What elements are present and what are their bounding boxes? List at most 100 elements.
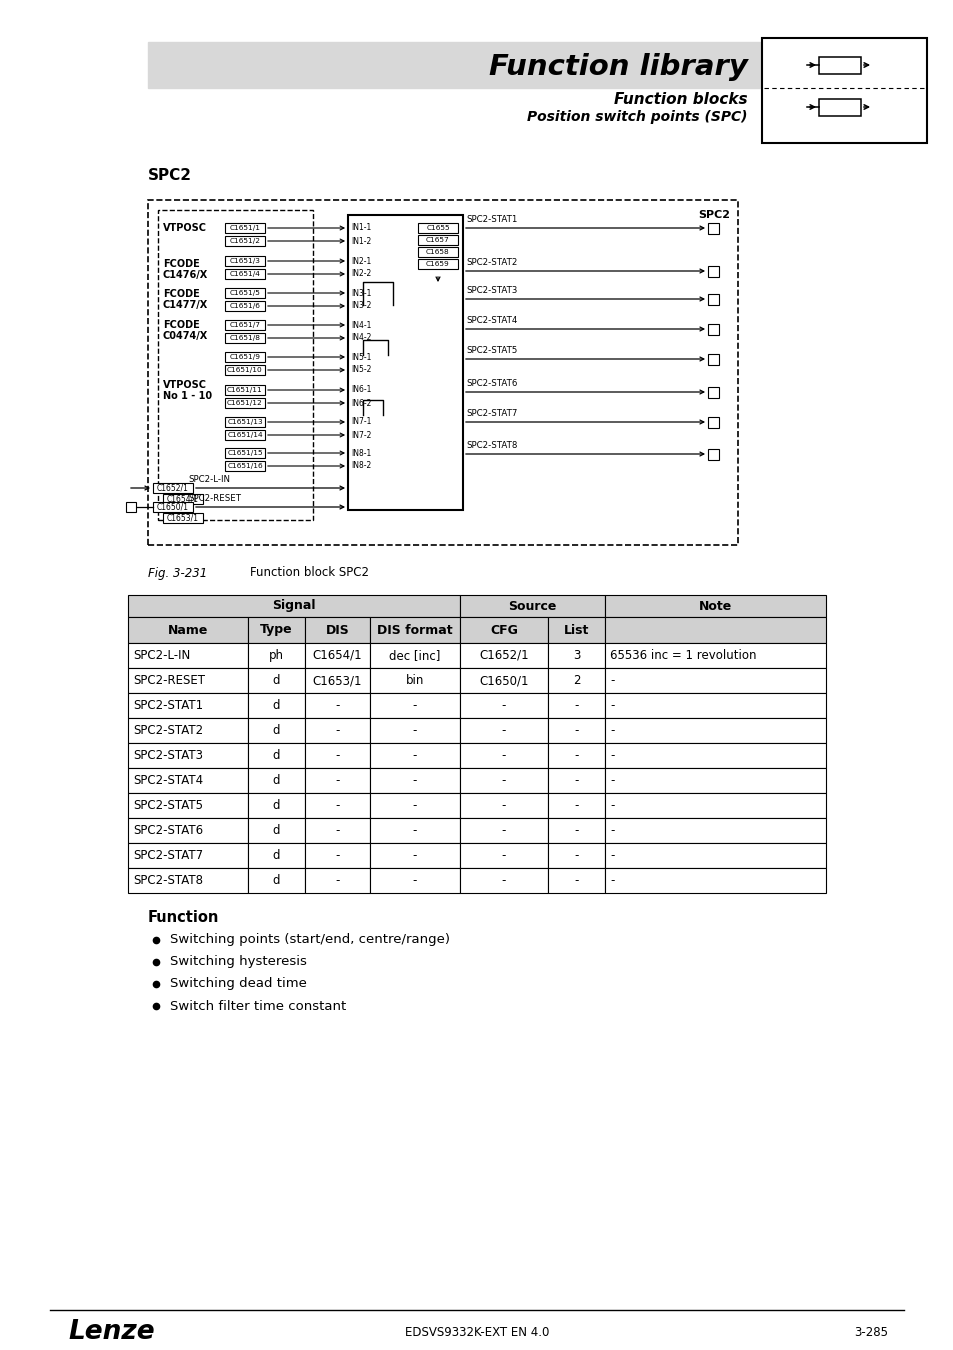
Text: SPC2-STAT5: SPC2-STAT5 bbox=[132, 799, 203, 811]
Bar bbox=[148, 200, 738, 545]
Bar bbox=[547, 792, 604, 818]
Text: bin: bin bbox=[405, 674, 424, 687]
Text: Lenze: Lenze bbox=[68, 1319, 154, 1345]
Text: C1652/1: C1652/1 bbox=[478, 649, 528, 662]
Text: Source: Source bbox=[508, 599, 557, 613]
Text: d: d bbox=[273, 774, 280, 787]
Bar bbox=[248, 868, 305, 892]
Text: -: - bbox=[501, 799, 506, 811]
Bar bbox=[128, 595, 459, 617]
Text: -: - bbox=[335, 849, 339, 863]
Text: -: - bbox=[574, 799, 578, 811]
Text: d: d bbox=[273, 699, 280, 711]
Text: -: - bbox=[413, 699, 416, 711]
Text: d: d bbox=[273, 873, 280, 887]
Text: C1651/16: C1651/16 bbox=[227, 463, 262, 468]
Text: Position switch points (SPC): Position switch points (SPC) bbox=[527, 109, 747, 124]
Text: -: - bbox=[609, 674, 614, 687]
Text: C1651/3: C1651/3 bbox=[230, 258, 260, 265]
Bar bbox=[248, 768, 305, 792]
Bar bbox=[707, 324, 719, 335]
Bar bbox=[459, 792, 547, 818]
Text: IN2-2: IN2-2 bbox=[351, 270, 371, 278]
Text: SPC2-STAT5: SPC2-STAT5 bbox=[465, 346, 517, 355]
Bar bbox=[148, 42, 877, 88]
Bar bbox=[126, 502, 136, 512]
Text: -: - bbox=[335, 873, 339, 887]
Text: C1476/X: C1476/X bbox=[163, 270, 208, 279]
Bar bbox=[163, 513, 203, 522]
Bar bbox=[248, 743, 305, 768]
Text: C1654/1: C1654/1 bbox=[167, 494, 199, 504]
Text: -: - bbox=[574, 849, 578, 863]
Bar bbox=[604, 842, 825, 868]
Bar bbox=[370, 868, 459, 892]
Text: -: - bbox=[574, 724, 578, 737]
Text: -: - bbox=[574, 699, 578, 711]
Bar bbox=[604, 643, 825, 668]
Text: ph: ph bbox=[269, 649, 284, 662]
Text: SPC2-RESET: SPC2-RESET bbox=[132, 674, 205, 687]
Text: d: d bbox=[273, 824, 280, 837]
Bar bbox=[459, 842, 547, 868]
Bar bbox=[459, 693, 547, 718]
Text: -: - bbox=[413, 749, 416, 761]
Text: C1651/1: C1651/1 bbox=[230, 225, 260, 231]
Text: C1651/7: C1651/7 bbox=[230, 323, 260, 328]
Bar bbox=[370, 792, 459, 818]
Text: IN5-1: IN5-1 bbox=[351, 352, 371, 362]
Text: IN1-2: IN1-2 bbox=[351, 236, 371, 246]
Text: C1477/X: C1477/X bbox=[163, 300, 208, 310]
Text: d: d bbox=[273, 799, 280, 811]
Text: Switch filter time constant: Switch filter time constant bbox=[170, 999, 346, 1012]
Bar bbox=[547, 693, 604, 718]
Text: Type: Type bbox=[260, 624, 293, 636]
Text: Note: Note bbox=[699, 599, 731, 613]
Text: 2: 2 bbox=[572, 674, 579, 687]
Bar bbox=[225, 364, 265, 375]
Text: SPC2-STAT4: SPC2-STAT4 bbox=[132, 774, 203, 787]
Bar bbox=[305, 842, 370, 868]
Text: FCODE: FCODE bbox=[163, 289, 199, 298]
Bar bbox=[128, 617, 248, 643]
Text: CFG: CFG bbox=[490, 624, 517, 636]
Bar bbox=[547, 818, 604, 842]
Text: SPC2-STAT6: SPC2-STAT6 bbox=[465, 379, 517, 387]
Text: IN7-2: IN7-2 bbox=[351, 431, 371, 440]
Bar bbox=[459, 643, 547, 668]
Bar bbox=[459, 868, 547, 892]
Text: SPC2-RESET: SPC2-RESET bbox=[188, 494, 241, 504]
Text: FCODE: FCODE bbox=[163, 320, 199, 329]
Bar bbox=[417, 247, 457, 256]
Text: -: - bbox=[501, 724, 506, 737]
Text: C1653/1: C1653/1 bbox=[313, 674, 362, 687]
Text: -: - bbox=[609, 799, 614, 811]
Text: 65536 inc = 1 revolution: 65536 inc = 1 revolution bbox=[609, 649, 756, 662]
Text: SPC2-STAT2: SPC2-STAT2 bbox=[132, 724, 203, 737]
Text: d: d bbox=[273, 749, 280, 761]
Bar bbox=[370, 768, 459, 792]
Text: -: - bbox=[609, 699, 614, 711]
Text: -: - bbox=[501, 849, 506, 863]
Text: IN8-1: IN8-1 bbox=[351, 448, 371, 458]
Bar bbox=[547, 718, 604, 743]
Text: Function block SPC2: Function block SPC2 bbox=[250, 567, 369, 579]
Bar bbox=[128, 743, 248, 768]
Bar bbox=[158, 211, 313, 520]
Bar bbox=[225, 288, 265, 298]
Text: -: - bbox=[335, 799, 339, 811]
Text: C1659: C1659 bbox=[426, 261, 450, 267]
Text: C1651/8: C1651/8 bbox=[230, 335, 260, 342]
Text: IN6-2: IN6-2 bbox=[351, 398, 371, 408]
Text: -: - bbox=[501, 774, 506, 787]
Text: SPC2-STAT2: SPC2-STAT2 bbox=[465, 258, 517, 267]
Bar bbox=[547, 617, 604, 643]
Text: C1652/1: C1652/1 bbox=[157, 483, 189, 493]
Bar bbox=[248, 668, 305, 693]
Bar bbox=[547, 643, 604, 668]
Bar bbox=[128, 792, 248, 818]
Text: SPC2-STAT8: SPC2-STAT8 bbox=[465, 441, 517, 450]
Text: C1651/6: C1651/6 bbox=[230, 302, 260, 309]
Text: SPC2-L-IN: SPC2-L-IN bbox=[132, 649, 190, 662]
Bar bbox=[248, 643, 305, 668]
